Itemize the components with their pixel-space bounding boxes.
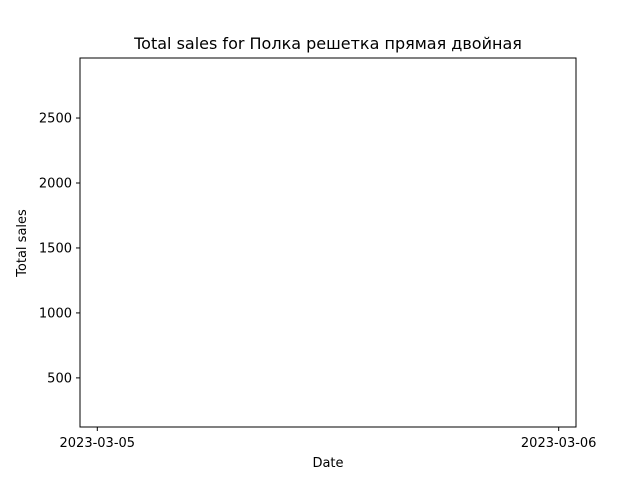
chart-title: Total sales for Полка решетка прямая дво… [133,34,522,53]
y-tick-label: 1000 [39,306,72,321]
y-tick-label: 500 [47,371,72,386]
plot-frame [79,57,577,428]
y-axis-label: Total sales [15,209,30,278]
y-tick-label: 2500 [39,112,72,127]
y-axis-ticks: 500 1000 1500 2000 2500 [39,112,80,386]
y-tick-label: 1500 [39,241,72,256]
x-axis-ticks: 2023-03-05 2023-03-06 [60,427,597,451]
x-tick-label: 2023-03-06 [521,436,597,451]
x-axis-label: Date [312,456,343,471]
plot-area [80,58,576,427]
y-tick-label: 2000 [39,176,72,191]
x-tick-label: 2023-03-05 [60,436,136,451]
